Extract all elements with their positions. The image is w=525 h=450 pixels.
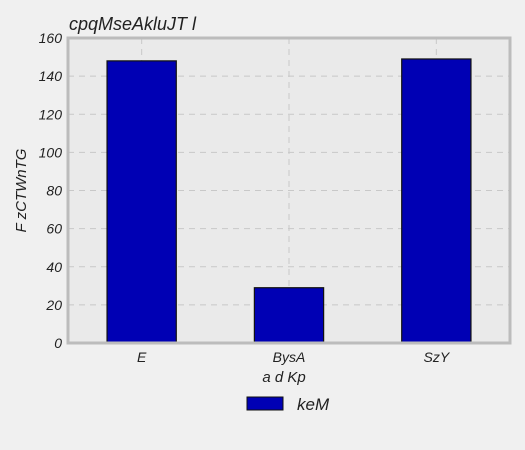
x-tick-label: E [137, 349, 147, 365]
y-tick-label: 80 [46, 183, 62, 199]
y-tick-label: 0 [54, 335, 62, 351]
y-axis-label: F zCTWnTG [13, 148, 30, 232]
y-tick-label: 40 [46, 259, 62, 275]
legend-swatch [246, 396, 284, 411]
y-tick-label: 120 [39, 106, 63, 122]
plot-frame [66, 36, 512, 345]
x-axis-ticks: E BysA SzY [137, 349, 451, 365]
legend: keM [246, 395, 330, 414]
x-tick-label: SzY [423, 349, 450, 365]
x-axis-label: a d Kp [262, 369, 305, 386]
y-tick-label: 140 [39, 68, 63, 84]
y-tick-label: 100 [39, 144, 63, 160]
x-tick-label: BysA [273, 349, 306, 365]
bar [401, 58, 472, 344]
y-tick-label: 160 [39, 30, 63, 46]
chart-title: cpqMseAkluJT l [69, 14, 197, 34]
bar [253, 287, 325, 344]
legend-label: keM [297, 395, 330, 414]
y-axis-ticks: 0 20 40 60 80 100 120 140 160 [39, 30, 63, 351]
y-tick-label: 60 [46, 221, 62, 237]
y-tick-label: 20 [45, 297, 62, 313]
bar [106, 60, 177, 344]
